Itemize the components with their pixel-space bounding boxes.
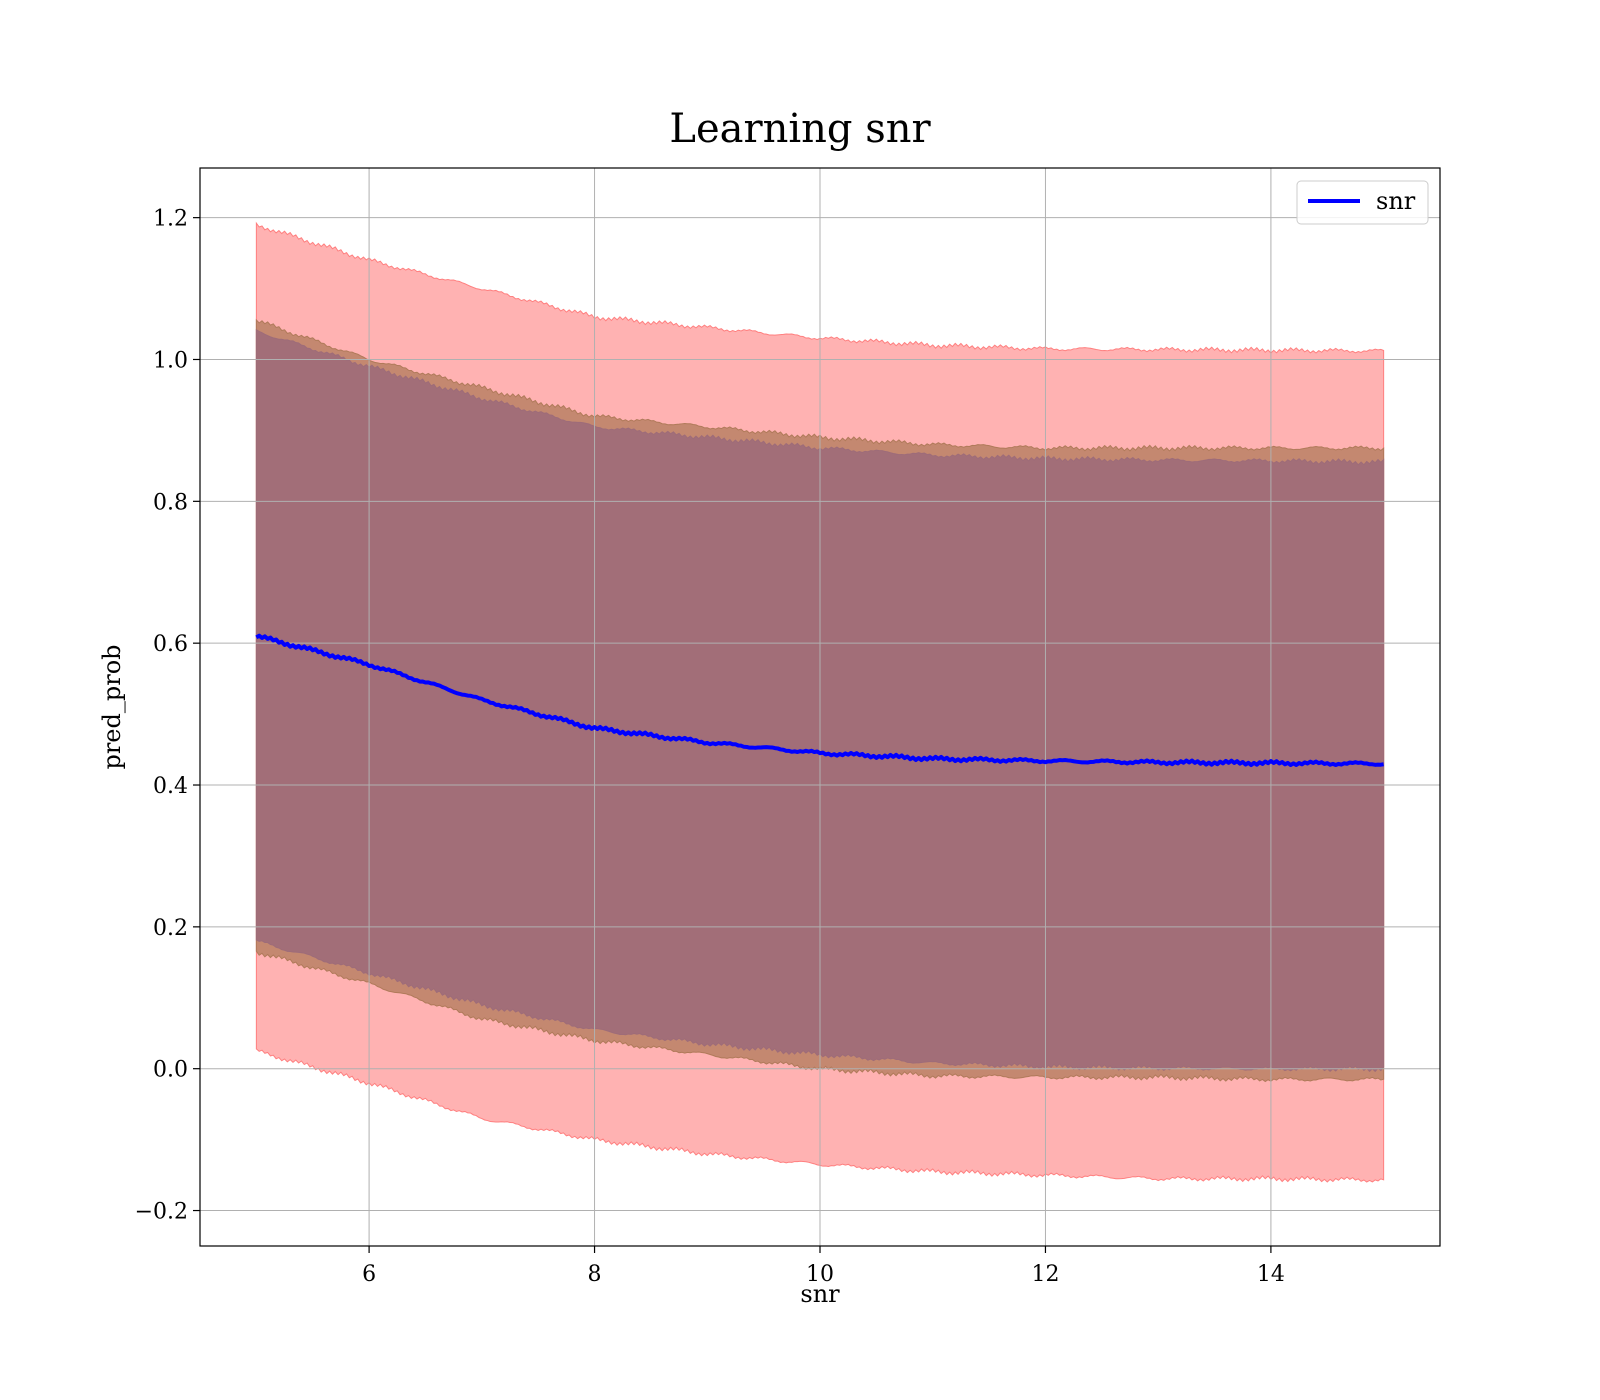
x-tick-label: 10: [806, 1262, 834, 1287]
x-axis-label: snr: [800, 1280, 840, 1308]
y-tick-label: −0.2: [135, 1200, 188, 1225]
y-tick-label: 0.4: [153, 774, 188, 799]
y-tick-label: 0.2: [153, 916, 188, 941]
x-tick-label: 14: [1257, 1262, 1285, 1287]
chart-title: Learning snr: [669, 106, 931, 152]
legend: snr: [1296, 180, 1429, 225]
y-tick-label: 1.2: [153, 207, 188, 232]
y-tick-label: 0.0: [153, 1058, 188, 1083]
legend-label-snr: snr: [1376, 187, 1416, 215]
y-tick-label: 0.6: [153, 632, 188, 657]
y-tick-label: 0.8: [153, 490, 188, 515]
x-tick-label: 12: [1031, 1262, 1059, 1287]
ticks-layer: 6 8 10 12 14 −0.2 0.0 0.2 0.4 0.6 0.8 1.0 1.2: [135, 207, 1285, 1287]
series-line-snr: [255, 633, 1384, 768]
legend-box: [1296, 180, 1429, 225]
x-tick-label: 8: [588, 1262, 602, 1287]
plot-frame: [199, 167, 1441, 1247]
x-tick-label: 6: [362, 1262, 376, 1287]
y-tick-label: 1.0: [153, 348, 188, 373]
line-layer: [255, 633, 1384, 768]
grid-layer: [200, 168, 1440, 1246]
y-axis-label: pred_prob: [98, 644, 126, 769]
